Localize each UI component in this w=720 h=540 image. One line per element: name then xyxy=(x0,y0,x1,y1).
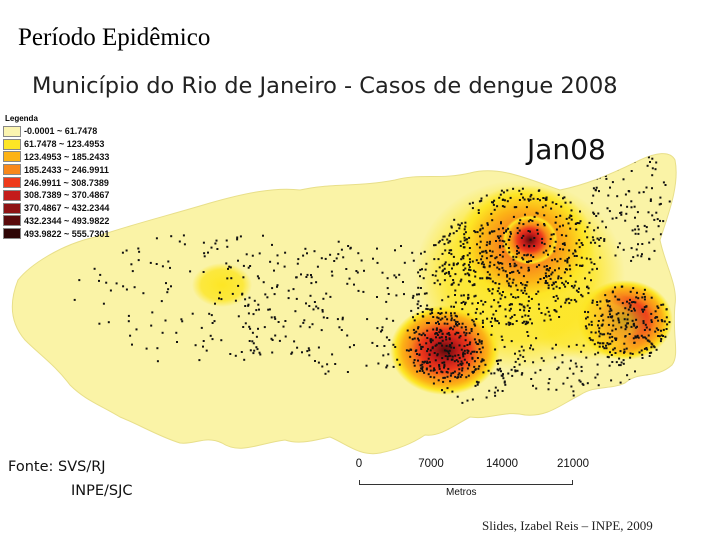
legend-swatch xyxy=(3,177,21,189)
legend-swatch xyxy=(3,125,21,137)
legend-label: 432.2344 ~ 493.9822 xyxy=(24,215,110,226)
legend-swatch xyxy=(3,202,21,214)
scale-tick-label: 21000 xyxy=(557,458,589,470)
legend-swatch xyxy=(3,164,21,176)
scale-bar: 0 7000 14000 21000 Metros xyxy=(356,458,596,498)
legend-item: 370.4867 ~ 432.2344 xyxy=(3,202,143,215)
slide-credit: Slides, Izabel Reis – INPE, 2009 xyxy=(482,518,653,533)
legend-item: 432.2344 ~ 493.9822 xyxy=(3,215,143,228)
map-title: Município do Rio de Janeiro - Casos de d… xyxy=(32,73,618,99)
legend-swatch xyxy=(3,228,21,240)
source-line-2: INPE/SJC xyxy=(71,483,133,499)
month-label: Jan08 xyxy=(527,133,606,166)
scale-tick-label: 7000 xyxy=(418,458,444,470)
legend-label: -0.0001 ~ 61.7478 xyxy=(24,126,98,137)
legend-item: 493.9822 ~ 555.7301 xyxy=(3,227,143,240)
legend-item: 185.2433 ~ 246.9911 xyxy=(3,163,143,176)
legend-label: 370.4867 ~ 432.2344 xyxy=(24,203,110,214)
legend-item: 123.4953 ~ 185.2433 xyxy=(3,151,143,164)
legend-label: 123.4953 ~ 185.2433 xyxy=(24,151,110,162)
legend-label: 246.9911 ~ 308.7389 xyxy=(24,177,109,188)
legend-label: 61.7478 ~ 123.4953 xyxy=(24,139,105,150)
legend-item: -0.0001 ~ 61.7478 xyxy=(3,125,143,138)
legend: Legenda -0.0001 ~ 61.7478 61.7478 ~ 123.4… xyxy=(3,113,143,240)
municipality-map xyxy=(11,153,677,455)
legend-swatch xyxy=(3,151,21,163)
source-line-1: SVS/RJ xyxy=(58,459,106,475)
legend-label: 493.9822 ~ 555.7301 xyxy=(24,228,110,239)
legend-item: 246.9911 ~ 308.7389 xyxy=(3,176,143,189)
legend-label: 185.2433 ~ 246.9911 xyxy=(24,164,109,175)
hotspot-west xyxy=(192,263,252,307)
legend-label: 308.7389 ~ 370.4867 xyxy=(24,190,110,201)
scale-ticks: 0 7000 14000 21000 xyxy=(356,458,596,472)
scale-line xyxy=(359,480,573,485)
source-label: Fonte: xyxy=(8,459,54,475)
legend-swatch xyxy=(3,138,21,150)
legend-swatch xyxy=(3,215,21,227)
scale-tick-label: 0 xyxy=(355,458,363,470)
case-points xyxy=(73,153,671,404)
source-credit: Fonte: SVS/RJ INPE/SJC xyxy=(8,455,133,503)
scale-unit: Metros xyxy=(446,487,477,498)
map-frame: Município do Rio de Janeiro - Casos de d… xyxy=(0,65,690,505)
scale-tick-label: 14000 xyxy=(486,458,518,470)
slide-title: Período Epidêmico xyxy=(18,24,211,51)
legend-item: 308.7389 ~ 370.4867 xyxy=(3,189,143,202)
legend-title: Legenda xyxy=(5,114,38,123)
legend-item: 61.7478 ~ 123.4953 xyxy=(3,138,143,151)
legend-swatch xyxy=(3,189,21,201)
